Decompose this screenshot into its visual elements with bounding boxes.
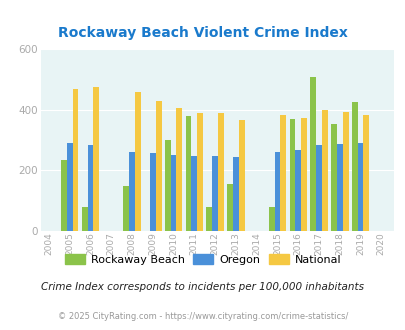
- Bar: [123, 185, 129, 231]
- Bar: [294, 150, 301, 231]
- Bar: [309, 77, 315, 231]
- Bar: [81, 207, 87, 231]
- Bar: [134, 92, 141, 231]
- Bar: [268, 207, 274, 231]
- Bar: [149, 153, 156, 231]
- Bar: [330, 124, 336, 231]
- Bar: [93, 87, 99, 231]
- Bar: [336, 144, 342, 231]
- Bar: [301, 117, 306, 231]
- Bar: [212, 156, 217, 231]
- Text: Rockaway Beach Violent Crime Index: Rockaway Beach Violent Crime Index: [58, 26, 347, 40]
- Bar: [280, 115, 286, 231]
- Bar: [156, 101, 161, 231]
- Bar: [170, 155, 176, 231]
- Bar: [66, 143, 72, 231]
- Legend: Rockaway Beach, Oregon, National: Rockaway Beach, Oregon, National: [60, 250, 345, 269]
- Bar: [129, 152, 134, 231]
- Bar: [217, 113, 223, 231]
- Bar: [342, 112, 347, 231]
- Bar: [315, 145, 321, 231]
- Bar: [87, 145, 93, 231]
- Text: Crime Index corresponds to incidents per 100,000 inhabitants: Crime Index corresponds to incidents per…: [41, 282, 364, 292]
- Bar: [197, 113, 202, 231]
- Bar: [191, 156, 197, 231]
- Bar: [362, 115, 369, 231]
- Bar: [176, 109, 182, 231]
- Bar: [232, 157, 238, 231]
- Bar: [72, 89, 78, 231]
- Bar: [321, 110, 327, 231]
- Text: © 2025 CityRating.com - https://www.cityrating.com/crime-statistics/: © 2025 CityRating.com - https://www.city…: [58, 312, 347, 321]
- Bar: [227, 184, 232, 231]
- Bar: [206, 207, 212, 231]
- Bar: [274, 152, 280, 231]
- Bar: [289, 119, 294, 231]
- Bar: [351, 102, 357, 231]
- Bar: [357, 143, 362, 231]
- Bar: [185, 116, 191, 231]
- Bar: [61, 160, 66, 231]
- Bar: [164, 140, 170, 231]
- Bar: [238, 120, 244, 231]
